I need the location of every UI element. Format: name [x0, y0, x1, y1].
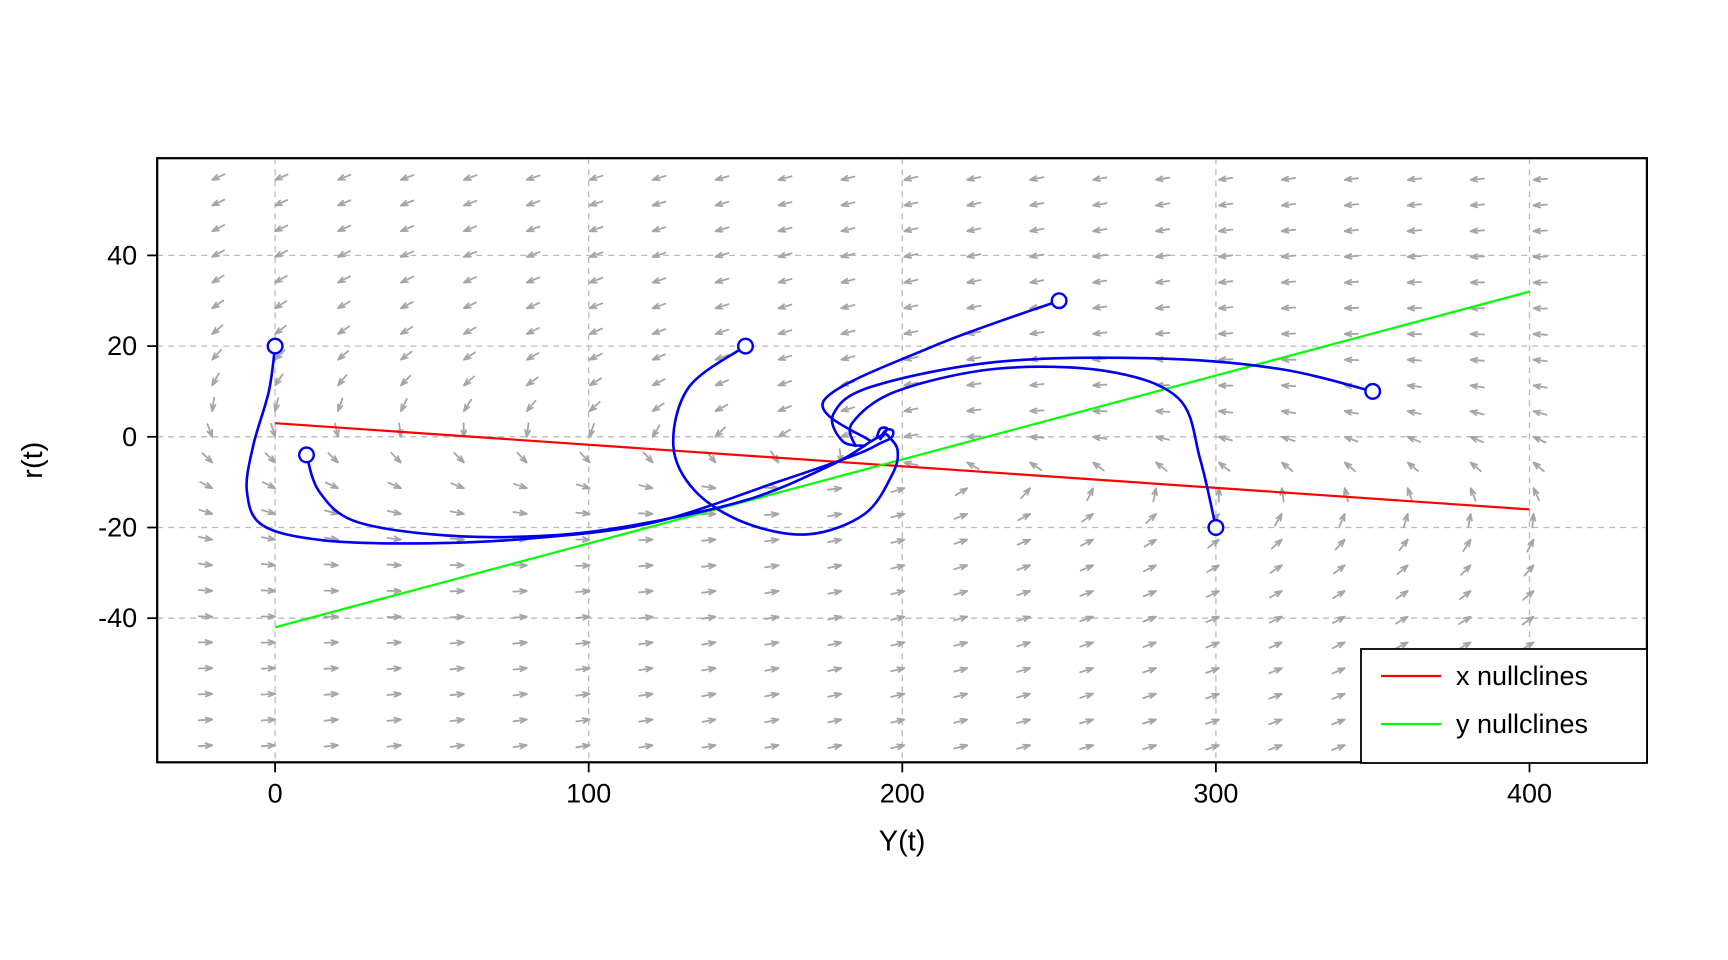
svg-text:-40: -40: [98, 603, 137, 633]
svg-text:20: 20: [107, 331, 137, 361]
svg-text:r(t): r(t): [17, 442, 49, 479]
svg-text:x nullclines: x nullclines: [1456, 661, 1588, 691]
svg-text:0: 0: [122, 422, 137, 452]
svg-text:200: 200: [880, 778, 925, 808]
svg-text:40: 40: [107, 240, 137, 270]
svg-text:-20: -20: [98, 513, 137, 543]
svg-text:y nullclines: y nullclines: [1456, 709, 1588, 739]
svg-text:300: 300: [1193, 778, 1238, 808]
svg-text:0: 0: [268, 778, 283, 808]
svg-text:400: 400: [1507, 778, 1552, 808]
svg-text:100: 100: [566, 778, 611, 808]
svg-text:Y(t): Y(t): [879, 825, 926, 857]
